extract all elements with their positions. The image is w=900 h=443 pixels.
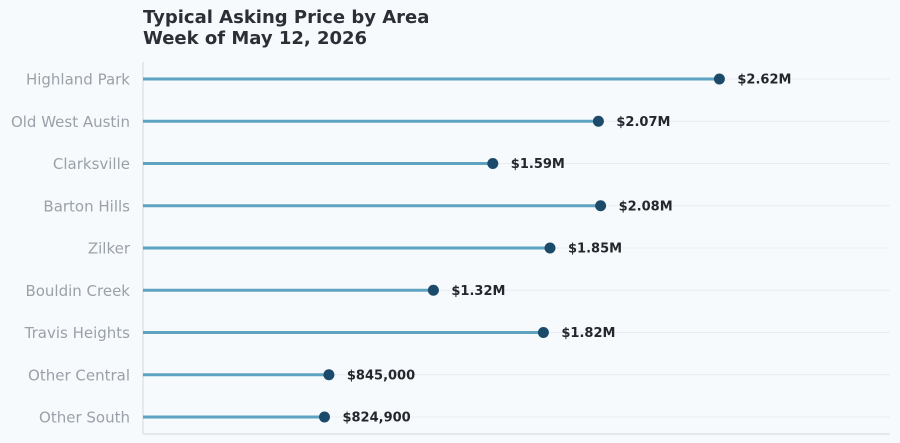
value-label: $1.59M (511, 157, 565, 172)
value-label: $1.85M (568, 242, 622, 257)
category-label: Bouldin Creek (25, 282, 130, 300)
category-label: Barton Hills (43, 197, 130, 215)
category-label: Other Central (28, 366, 130, 384)
category-label: Travis Heights (24, 324, 131, 342)
lollipop-dot (323, 369, 335, 381)
lollipop-dot (318, 411, 330, 423)
lollipop-dot (544, 242, 556, 254)
lollipop-dot (487, 158, 499, 169)
category-label: Other South (39, 409, 130, 427)
chart-title-line-1: Typical Asking Price by Area (143, 7, 430, 28)
lollipop-dot (713, 73, 725, 85)
category-label: Highland Park (26, 71, 130, 89)
lollipop-dot (595, 200, 607, 212)
value-label: $2.62M (737, 73, 791, 88)
value-label: $1.82M (561, 326, 615, 341)
value-label: $2.08M (619, 199, 673, 214)
chart-title: Typical Asking Price by Area Week of May… (143, 7, 429, 49)
lollipop-dot (537, 327, 549, 338)
value-label: $2.07M (616, 115, 670, 130)
value-label: $1.32M (451, 284, 505, 299)
value-label: $824,900 (342, 411, 410, 426)
value-label: $845,000 (347, 368, 415, 383)
category-label: Old West Austin (11, 113, 130, 131)
category-label: Clarksville (53, 155, 130, 173)
lollipop-dot (592, 115, 604, 127)
lollipop-dot (427, 284, 439, 296)
category-label: Zilker (88, 240, 131, 258)
chart-subtitle: Week of May 12, 2026 (143, 28, 368, 49)
